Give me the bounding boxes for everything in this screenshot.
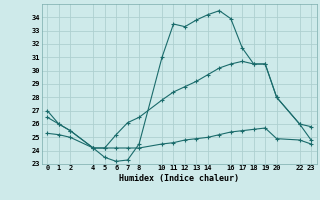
X-axis label: Humidex (Indice chaleur): Humidex (Indice chaleur) [119, 174, 239, 183]
